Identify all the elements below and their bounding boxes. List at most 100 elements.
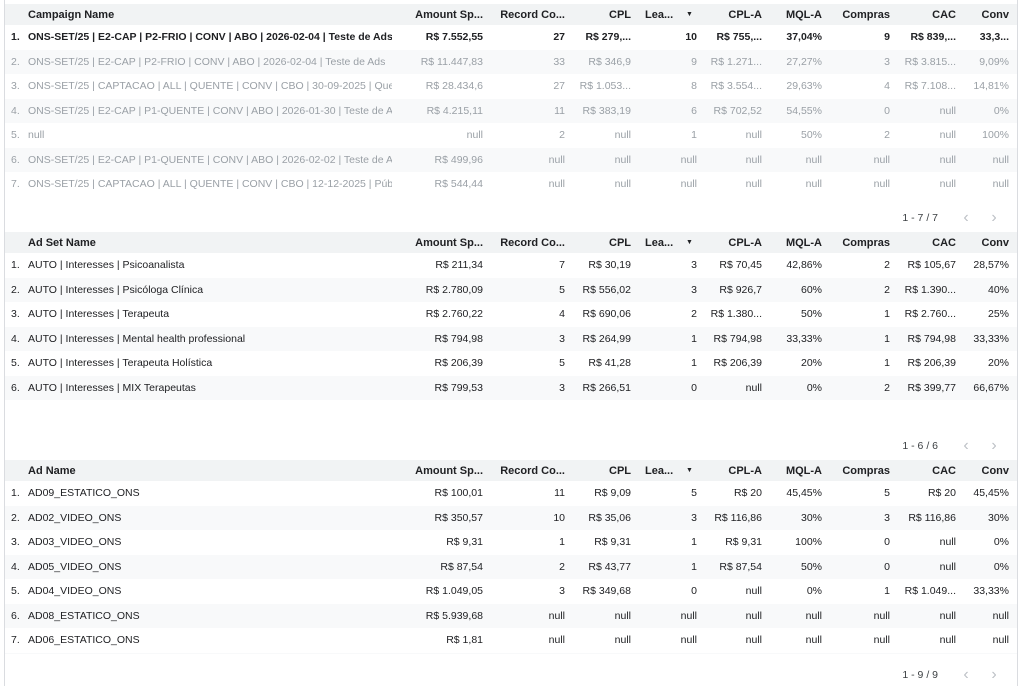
ad-rows: 1. AD09_ESTATICO_ONS R$ 100,01 11 R$ 9,09 5 R$… <box>5 481 1017 654</box>
adset-pagination: 1 - 6 / 6 ‹ › <box>902 436 1008 456</box>
row-index: 3. <box>11 308 20 320</box>
column-header-cac[interactable]: CAC <box>932 464 956 477</box>
row-name-cell: AD03_VIDEO_ONS <box>28 536 122 548</box>
table-row[interactable]: 3. AD03_VIDEO_ONS R$ 9,31 1 R$ 9,31 1 R$ 9,31 1… <box>5 530 1017 554</box>
cell-cpla: R$ 1.380... <box>710 308 762 320</box>
sort-descending-icon[interactable]: ▼ <box>686 11 693 18</box>
cell-amount: R$ 794,98 <box>434 332 483 345</box>
table-row[interactable]: 7. ONS-SET/25 | CAPTACAO | ALL | QUENTE |… <box>5 172 1017 196</box>
cell-amount: R$ 4.215,11 <box>426 104 483 117</box>
cell-conv: 0% <box>993 536 1009 548</box>
cell-compras: 1 <box>884 308 890 320</box>
table-row[interactable]: 1. ONS-SET/25 | E2-CAP | P2-FRIO | CONV |… <box>5 25 1017 49</box>
column-header-cpl-a[interactable]: CPL-A <box>728 464 762 477</box>
column-header-record-count[interactable]: Record Co... <box>500 464 565 477</box>
cell-amount: R$ 28.434,6 <box>425 80 483 92</box>
table-row[interactable]: 1. AD09_ESTATICO_ONS R$ 100,01 11 R$ 9,09 5 R$… <box>5 481 1017 505</box>
column-header-leads[interactable]: Lea... <box>645 464 674 477</box>
cell-cac: R$ 2.760... <box>904 308 956 320</box>
row-name-cell: ONS-SET/25 | E2-CAP | P2-FRIO | CONV | A… <box>28 31 392 43</box>
table-row[interactable]: 2. AD02_VIDEO_ONS R$ 350,57 10 R$ 35,06 3 R$ 1… <box>5 505 1017 530</box>
column-header-amount-spent[interactable]: Amount Sp... <box>415 8 483 21</box>
column-header-cpl[interactable]: CPL <box>609 236 631 249</box>
column-header-mql-a[interactable]: MQL-A <box>785 8 822 21</box>
column-header-cac[interactable]: CAC <box>932 236 956 249</box>
column-header-ad-name[interactable]: Ad Name <box>28 464 76 477</box>
row-index: 4. <box>11 332 20 345</box>
cell-cpla: R$ 206,39 <box>713 357 762 369</box>
cell-mqla: 30% <box>800 511 822 524</box>
column-header-cpl[interactable]: CPL <box>609 464 631 477</box>
cell-mqla: 37,04% <box>786 31 822 43</box>
row-name-cell: AD09_ESTATICO_ONS <box>28 487 140 499</box>
sort-descending-icon[interactable]: ▼ <box>686 467 693 474</box>
table-row[interactable]: 2. AUTO | Interesses | Psicóloga Clínica R… <box>5 277 1017 302</box>
column-header-leads[interactable]: Lea... <box>645 8 674 21</box>
next-page-icon[interactable]: › <box>991 666 997 683</box>
table-row[interactable]: 5. AD04_VIDEO_ONS R$ 1.049,05 3 R$ 349,68 0 nu… <box>5 579 1017 603</box>
column-header-compras[interactable]: Compras <box>842 236 890 249</box>
column-header-cac[interactable]: CAC <box>932 8 956 21</box>
column-header-mql-a[interactable]: MQL-A <box>785 236 822 249</box>
cell-mqla: 42,86% <box>786 259 822 271</box>
row-name-cell: AD05_VIDEO_ONS <box>28 560 122 573</box>
column-header-mql-a[interactable]: MQL-A <box>785 464 822 477</box>
table-row[interactable]: 3. ONS-SET/25 | CAPTACAO | ALL | QUENTE |… <box>5 74 1017 98</box>
column-header-conv[interactable]: Conv <box>981 8 1010 21</box>
table-row[interactable]: 6. AUTO | Interesses | MIX Terapeutas R$ 7… <box>5 375 1017 400</box>
column-header-cpl-a[interactable]: CPL-A <box>728 236 762 249</box>
column-header-conv[interactable]: Conv <box>981 236 1010 249</box>
cell-compras: 9 <box>884 31 890 43</box>
cell-mqla: 33,33% <box>786 332 822 345</box>
column-header-leads[interactable]: Lea... <box>645 236 674 249</box>
cell-amount: R$ 799,53 <box>434 381 483 394</box>
table-row[interactable]: 7. AD06_ESTATICO_ONS R$ 1,81 null null null nu… <box>5 628 1017 652</box>
cell-conv: 20% <box>987 357 1009 369</box>
cell-cpl: R$ 383,19 <box>582 104 631 117</box>
table-row[interactable]: 5. null null 2 null 1 null 50% 2 null 100% <box>5 123 1017 147</box>
cell-cac: null <box>895 653 956 655</box>
prev-page-icon[interactable]: ‹ <box>963 666 969 683</box>
cell-mqla: 0% <box>806 381 822 394</box>
cell-cpl: R$ 9,31 <box>594 536 631 548</box>
column-header-record-count[interactable]: Record Co... <box>500 236 565 249</box>
next-page-icon[interactable]: › <box>991 209 997 226</box>
table-row[interactable]: 5. AUTO | Interesses | Terapeuta Holístic… <box>5 351 1017 375</box>
column-header-conv[interactable]: Conv <box>981 464 1010 477</box>
table-row[interactable]: 4. AD05_VIDEO_ONS R$ 87,54 2 R$ 43,77 1 R$ 87,… <box>5 554 1017 579</box>
row-index: 3. <box>11 80 20 92</box>
table-row[interactable]: 1. AUTO | Interesses | Psicoanalista R$ 21… <box>5 253 1017 277</box>
column-header-amount-spent[interactable]: Amount Sp... <box>415 464 483 477</box>
prev-page-icon[interactable]: ‹ <box>963 209 969 226</box>
next-page-icon[interactable]: › <box>991 437 997 454</box>
column-header-compras[interactable]: Compras <box>842 464 890 477</box>
cell-cpl: null <box>614 153 631 166</box>
row-name-cell: AUTO | Interesses | Psicoanalista <box>28 259 185 271</box>
table-row[interactable]: 3. AUTO | Interesses | Terapeuta R$ 2.760,… <box>5 302 1017 326</box>
row-name-cell: AD01_VIDEO_ONS <box>28 653 392 655</box>
cell-record: 11 <box>554 487 565 499</box>
row-index: 6. <box>11 609 20 622</box>
cell-conv: 0% <box>993 104 1009 117</box>
column-header-adset-name[interactable]: Ad Set Name <box>28 236 96 249</box>
column-header-compras[interactable]: Compras <box>842 8 890 21</box>
column-header-cpl-a[interactable]: CPL-A <box>728 8 762 21</box>
prev-page-icon[interactable]: ‹ <box>963 437 969 454</box>
table-row[interactable]: 6. AD08_ESTATICO_ONS R$ 5.939,68 null null nu… <box>5 603 1017 628</box>
cell-compras: 4 <box>884 80 890 92</box>
cell-record: null <box>490 653 565 655</box>
table-row[interactable]: 4. ONS-SET/25 | E2-CAP | P1-QUENTE | CONV… <box>5 98 1017 123</box>
cell-conv: 45,45% <box>973 487 1009 499</box>
column-header-campaign-name[interactable]: Campaign Name <box>28 8 115 21</box>
sort-descending-icon[interactable]: ▼ <box>686 239 693 246</box>
cell-cpl: null <box>570 653 631 655</box>
table-row[interactable]: 4. AUTO | Interesses | Mental health prof… <box>5 326 1017 351</box>
table-row[interactable]: 6. ONS-SET/25 | E2-CAP | P1-QUENTE | CONV… <box>5 147 1017 172</box>
table-row[interactable]: 2. ONS-SET/25 | E2-CAP | P2-FRIO | CONV |… <box>5 49 1017 74</box>
column-header-amount-spent[interactable]: Amount Sp... <box>415 236 483 249</box>
cell-conv: 33,33% <box>973 332 1009 345</box>
column-header-record-count[interactable]: Record Co... <box>500 8 565 21</box>
column-header-cpl[interactable]: CPL <box>609 8 631 21</box>
row-index: 8. <box>11 653 29 655</box>
